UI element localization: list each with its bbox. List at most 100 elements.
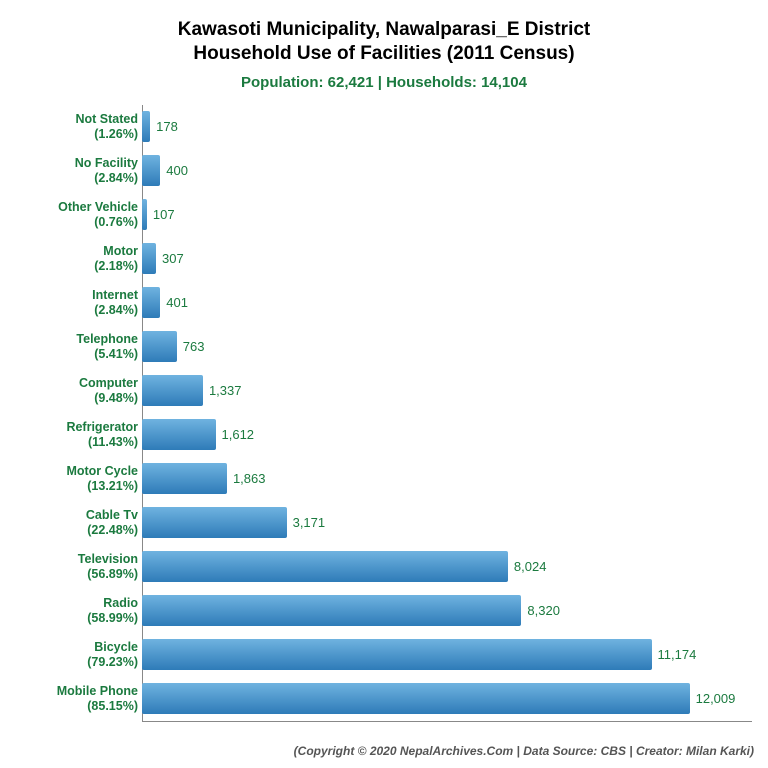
bar-zone: 401 [142,281,762,325]
bar [142,463,227,494]
chart-container: Kawasoti Municipality, Nawalparasi_E Dis… [0,0,768,768]
category-name: Cable Tv [86,508,138,522]
bar-zone: 12,009 [142,677,762,721]
y-axis-label: No Facility(2.84%) [22,156,142,185]
bar-row: Motor(2.18%) 307 [22,237,762,281]
bar-row: Not Stated(1.26%) 178 [22,105,762,149]
category-name: Other Vehicle [58,200,138,214]
bar [142,551,508,582]
category-pct: (58.99%) [87,611,138,625]
y-axis-label: Internet(2.84%) [22,288,142,317]
bar-row: Television(56.89%) 8,024 [22,545,762,589]
category-name: Telephone [76,332,138,346]
value-label: 307 [162,251,184,266]
y-axis-label: Bicycle(79.23%) [22,640,142,669]
category-name: Not Stated [76,112,139,126]
category-name: Motor Cycle [66,464,138,478]
bar [142,683,690,714]
bar-row: Bicycle(79.23%) 11,174 [22,633,762,677]
bar-row: Radio(58.99%) 8,320 [22,589,762,633]
category-pct: (11.43%) [88,435,138,449]
category-pct: (2.84%) [94,303,138,317]
y-axis-label: Computer(9.48%) [22,376,142,405]
category-pct: (2.84%) [94,171,138,185]
bar-zone: 1,612 [142,413,762,457]
title-line-1: Kawasoti Municipality, Nawalparasi_E Dis… [12,18,756,42]
value-label: 8,024 [514,559,547,574]
bar-row: Computer(9.48%) 1,337 [22,369,762,413]
category-pct: (13.21%) [87,479,138,493]
bar [142,331,177,362]
footer-credit: (Copyright © 2020 NepalArchives.Com | Da… [294,744,754,758]
value-label: 1,337 [209,383,242,398]
category-name: Mobile Phone [57,684,138,698]
bar-zone: 307 [142,237,762,281]
category-name: Television [78,552,138,566]
value-label: 107 [153,207,175,222]
value-label: 1,863 [233,471,266,486]
category-name: Computer [79,376,138,390]
category-pct: (85.15%) [87,699,138,713]
bar-zone: 3,171 [142,501,762,545]
bar-row: Other Vehicle(0.76%) 107 [22,193,762,237]
bar-row: Motor Cycle(13.21%) 1,863 [22,457,762,501]
category-pct: (56.89%) [87,567,138,581]
category-name: Bicycle [94,640,138,654]
value-label: 401 [166,295,188,310]
bar-row: Cable Tv(22.48%) 3,171 [22,501,762,545]
value-label: 8,320 [527,603,560,618]
category-pct: (1.26%) [94,127,138,141]
bar [142,595,521,626]
category-pct: (79.23%) [87,655,138,669]
category-pct: (2.18%) [94,259,138,273]
bar [142,507,287,538]
bar-row: Internet(2.84%) 401 [22,281,762,325]
y-axis-label: Telephone(5.41%) [22,332,142,361]
y-axis-label: Television(56.89%) [22,552,142,581]
category-pct: (5.41%) [94,347,138,361]
category-pct: (0.76%) [94,215,138,229]
y-axis-label: Motor(2.18%) [22,244,142,273]
bar-zone: 107 [142,193,762,237]
bar [142,419,216,450]
bar [142,287,160,318]
x-axis-line [142,721,752,722]
bar-zone: 11,174 [142,633,762,677]
bar-row: Refrigerator(11.43%) 1,612 [22,413,762,457]
y-axis-label: Other Vehicle(0.76%) [22,200,142,229]
value-label: 12,009 [696,691,736,706]
bar-zone: 763 [142,325,762,369]
y-axis-label: Radio(58.99%) [22,596,142,625]
bar [142,155,160,186]
bar [142,375,203,406]
category-name: No Facility [75,156,138,170]
bar-zone: 1,863 [142,457,762,501]
category-name: Radio [103,596,138,610]
category-name: Refrigerator [66,420,138,434]
y-axis-label: Mobile Phone(85.15%) [22,684,142,713]
bar-zone: 1,337 [142,369,762,413]
bar [142,243,156,274]
category-pct: (22.48%) [87,523,138,537]
title-block: Kawasoti Municipality, Nawalparasi_E Dis… [12,18,756,66]
bar [142,111,150,142]
value-label: 178 [156,119,178,134]
bar-zone: 178 [142,105,762,149]
y-axis-label: Not Stated(1.26%) [22,112,142,141]
bar-zone: 8,024 [142,545,762,589]
bar [142,639,652,670]
category-name: Motor [103,244,138,258]
plot-area: Not Stated(1.26%)178No Facility(2.84%)40… [22,105,762,725]
value-label: 11,174 [658,647,697,662]
value-label: 763 [183,339,205,354]
y-axis-label: Cable Tv(22.48%) [22,508,142,537]
y-axis-label: Refrigerator(11.43%) [22,420,142,449]
bar-zone: 8,320 [142,589,762,633]
value-label: 3,171 [293,515,326,530]
value-label: 1,612 [222,427,255,442]
category-pct: (9.48%) [94,391,138,405]
category-name: Internet [92,288,138,302]
value-label: 400 [166,163,188,178]
bar-row: No Facility(2.84%) 400 [22,149,762,193]
title-line-2: Household Use of Facilities (2011 Census… [12,42,756,66]
